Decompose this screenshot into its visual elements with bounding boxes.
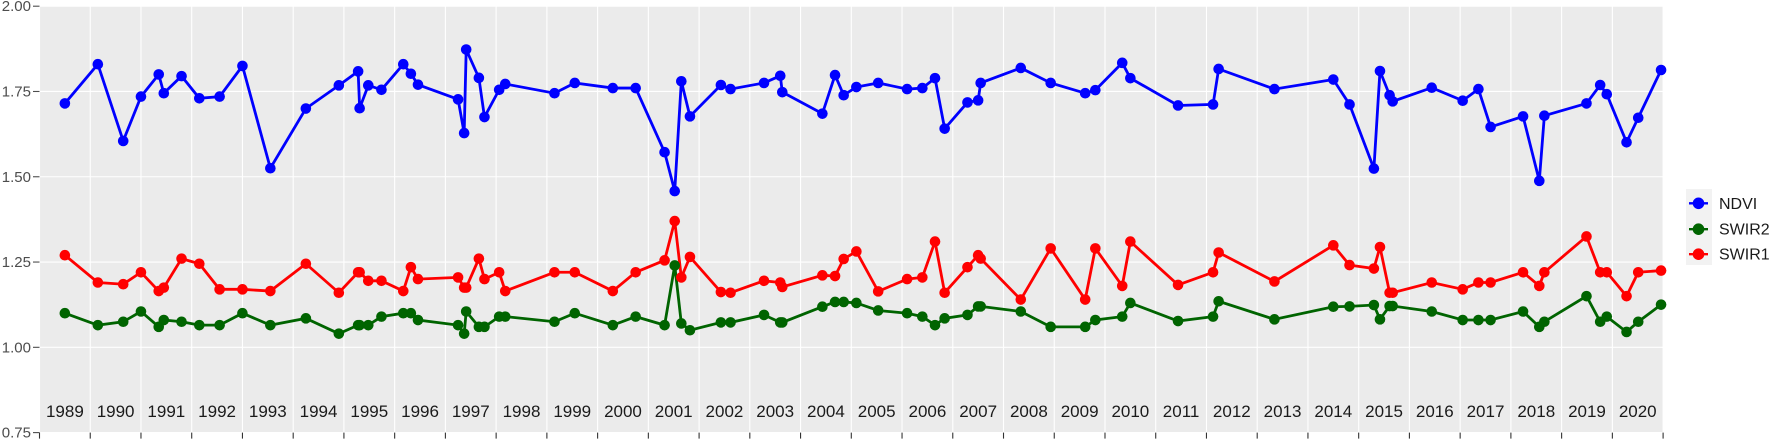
svg-text:NDVI: NDVI <box>1719 196 1757 213</box>
svg-text:2016: 2016 <box>1416 402 1454 421</box>
svg-text:SWIR2: SWIR2 <box>1719 222 1770 239</box>
svg-text:2004: 2004 <box>807 402 845 421</box>
svg-text:1.00: 1.00 <box>2 339 31 356</box>
svg-text:2002: 2002 <box>706 402 744 421</box>
svg-text:1997: 1997 <box>452 402 490 421</box>
svg-text:2020: 2020 <box>1619 402 1657 421</box>
svg-text:1994: 1994 <box>300 402 338 421</box>
svg-text:2008: 2008 <box>1010 402 1048 421</box>
svg-text:1996: 1996 <box>401 402 439 421</box>
svg-text:1.25: 1.25 <box>2 254 31 271</box>
svg-text:2000: 2000 <box>604 402 642 421</box>
svg-text:2003: 2003 <box>756 402 794 421</box>
svg-text:1993: 1993 <box>249 402 287 421</box>
svg-text:2019: 2019 <box>1568 402 1606 421</box>
svg-text:2015: 2015 <box>1365 402 1403 421</box>
svg-text:1992: 1992 <box>198 402 236 421</box>
svg-text:1.75: 1.75 <box>2 83 31 100</box>
svg-text:SWIR1: SWIR1 <box>1719 247 1770 264</box>
svg-text:2013: 2013 <box>1264 402 1302 421</box>
svg-text:2005: 2005 <box>858 402 896 421</box>
svg-text:1989: 1989 <box>46 402 84 421</box>
svg-text:2010: 2010 <box>1111 402 1149 421</box>
svg-text:1995: 1995 <box>350 402 388 421</box>
svg-text:2012: 2012 <box>1213 402 1251 421</box>
svg-text:2.00: 2.00 <box>2 0 31 15</box>
svg-text:2009: 2009 <box>1061 402 1099 421</box>
svg-text:2001: 2001 <box>655 402 693 421</box>
svg-text:2018: 2018 <box>1517 402 1555 421</box>
svg-text:1990: 1990 <box>97 402 135 421</box>
svg-text:0.75: 0.75 <box>2 425 31 442</box>
svg-text:2007: 2007 <box>959 402 997 421</box>
svg-text:2017: 2017 <box>1467 402 1505 421</box>
svg-text:2014: 2014 <box>1314 402 1352 421</box>
svg-text:2006: 2006 <box>908 402 946 421</box>
svg-text:2011: 2011 <box>1163 402 1200 421</box>
svg-text:1999: 1999 <box>553 402 591 421</box>
svg-text:1991: 1991 <box>147 402 185 421</box>
svg-text:1998: 1998 <box>503 402 541 421</box>
svg-text:1.50: 1.50 <box>2 169 31 186</box>
